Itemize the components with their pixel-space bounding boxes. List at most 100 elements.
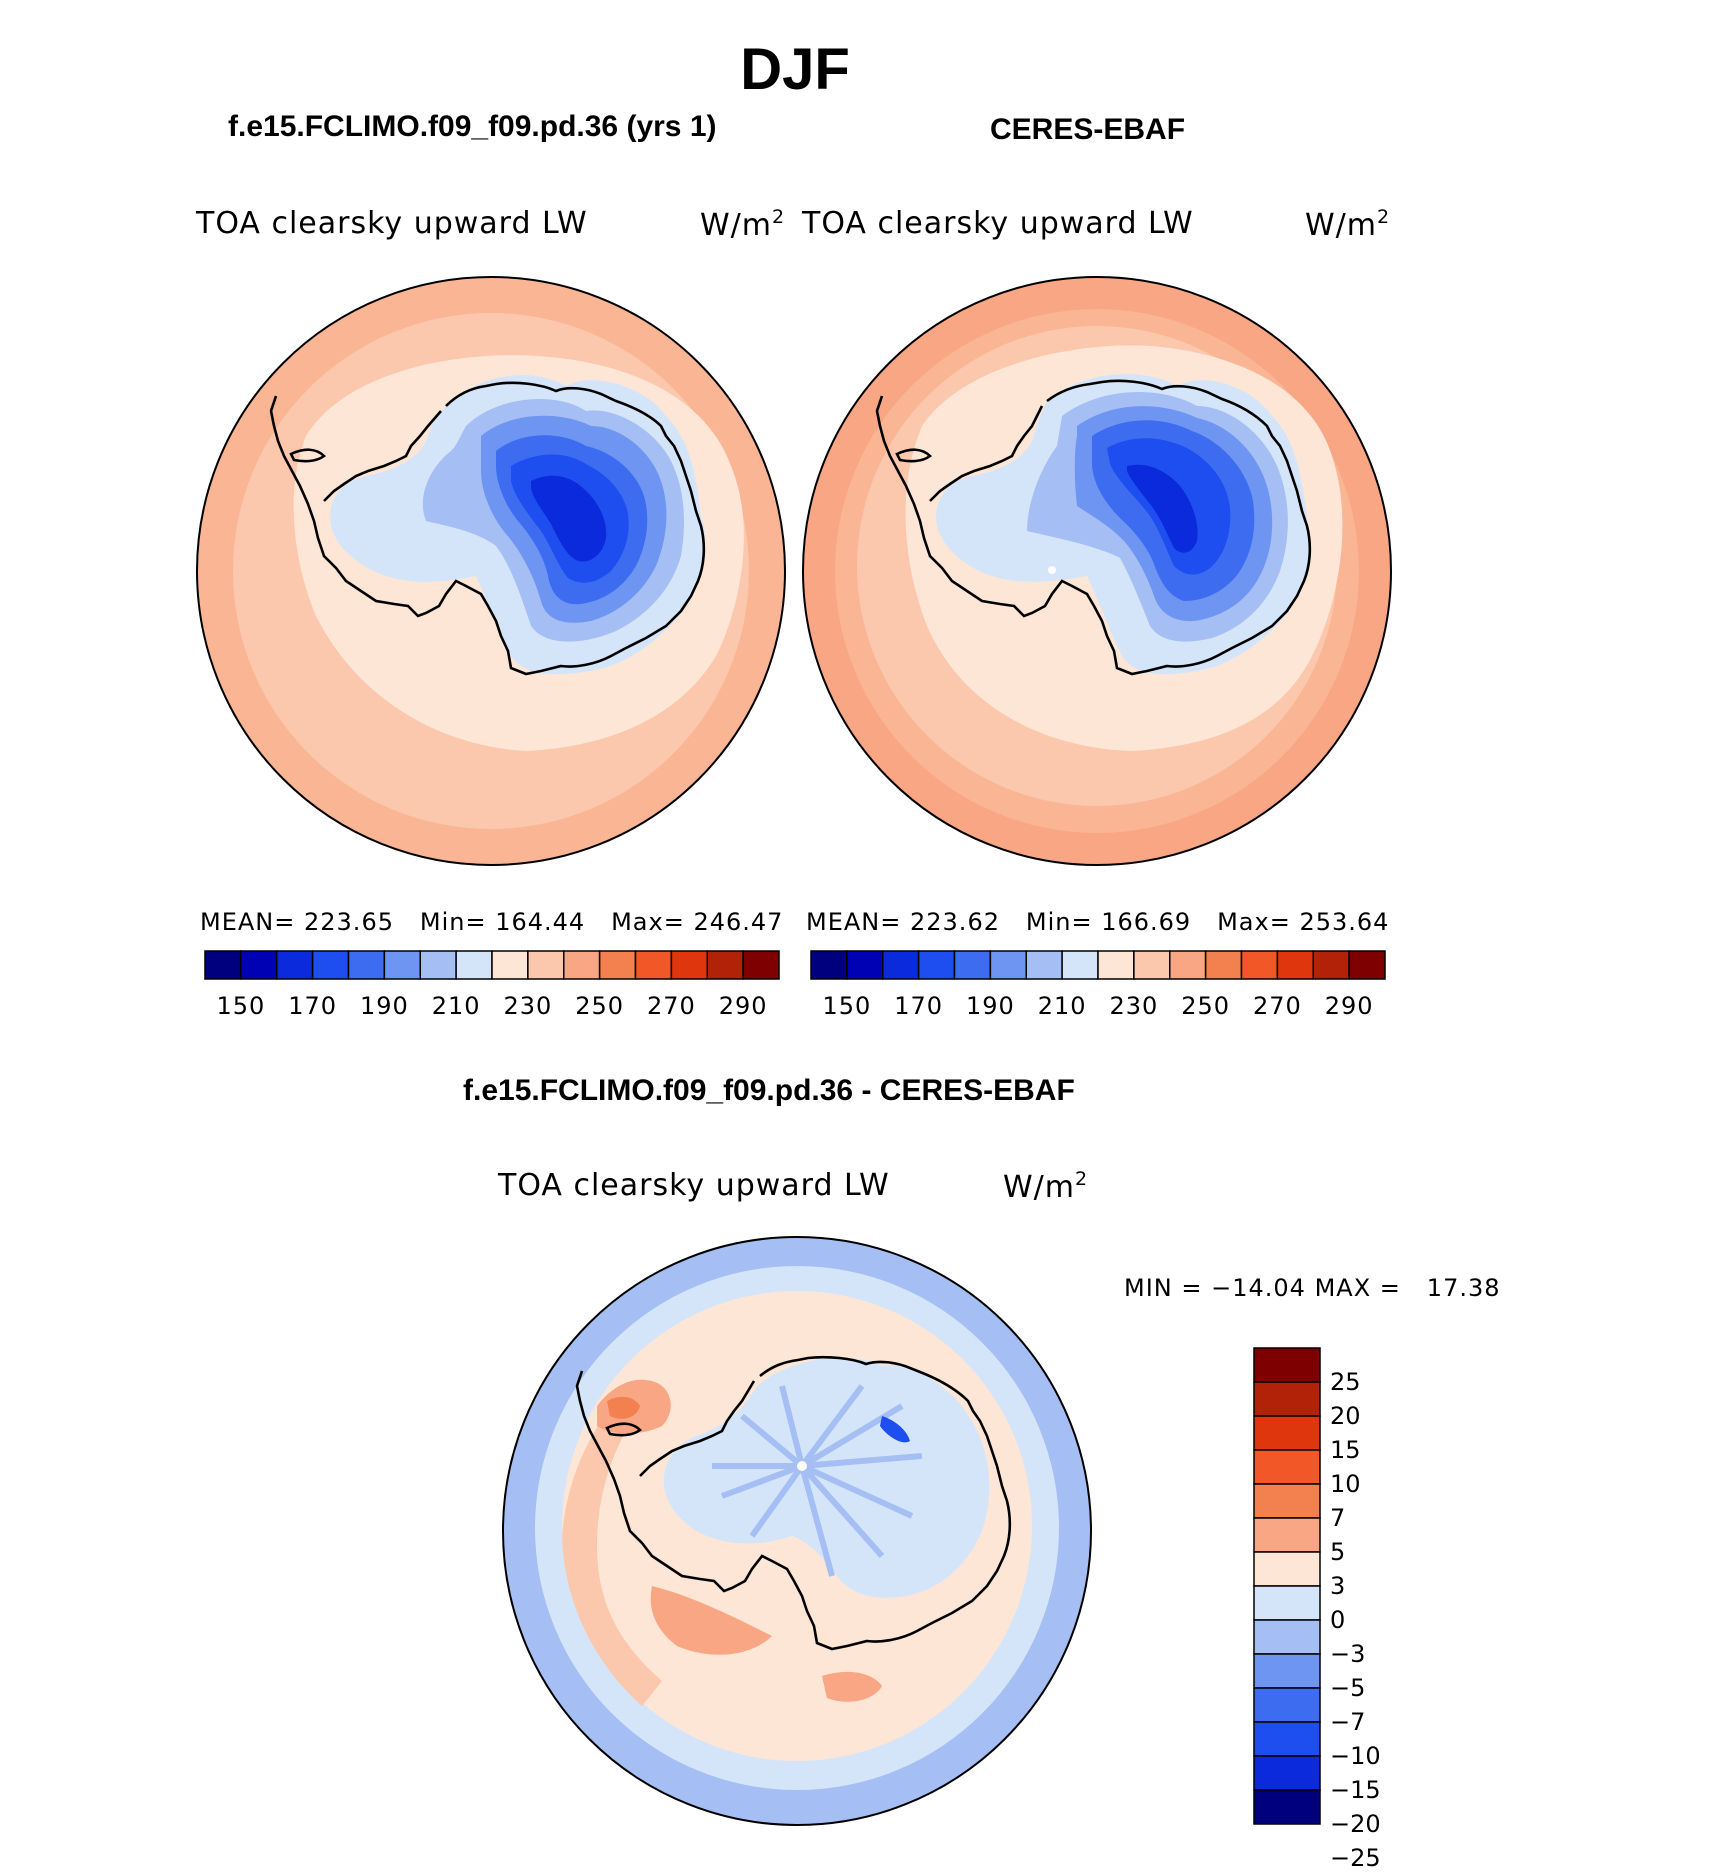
panel2-colorbar-tick-label: 270 [1252,992,1302,1020]
panel1-colorbar-swatch [598,950,637,980]
diff-colorbar-swatch [1253,1551,1321,1587]
diff-units-label: W/m2 [1003,1168,1089,1205]
diff-max-value: 17.38 [1426,1274,1501,1302]
diff-colorbar-tick-label: −7 [1330,1708,1366,1736]
panel1-colorbar-swatch [706,950,744,980]
panel2-colorbar-swatch [1169,950,1207,980]
panel2-colorbar-swatch [1097,950,1135,980]
diff-min-value: −14.04 [1211,1274,1306,1302]
panel1-colorbar-tick-label: 210 [431,992,481,1020]
panel1-case-title: f.e15.FCLIMO.f09_f09.pd.36 (yrs 1) [228,110,717,143]
panel1-colorbar [204,950,780,980]
panel1-colorbar-tick-label: 230 [503,992,553,1020]
panel1-colorbar-swatch [204,950,242,980]
panel1-stats: MEAN= 223.65 Min= 164.44 Max= 246.47 [200,908,784,936]
diff-min-max: MIN = −14.04 MAX = 17.38 [1124,1274,1501,1302]
diff-polar-map [502,1236,1092,1826]
diff-colorbar-ticks: 25 20 15 10 7 5 3 0 −3 −5 −7 −10 −15 −20 −25 [1330,1348,1410,1872]
panel2-mean-value: 223.62 [910,908,1000,936]
panel2-coastline [875,379,1312,676]
panel1-colorbar-swatch [563,950,601,980]
panel1-colorbar-tick-label: 250 [575,992,625,1020]
panel2-max-value: 253.64 [1299,908,1390,936]
panel1-colorbar-swatch [742,950,780,980]
panel1-units-label: W/m2 [700,206,786,243]
main-title: DJF [740,37,850,102]
panel1-colorbar-ticks: 150 170 190 210 230 250 270 290 [205,990,779,1020]
panel2-variable-label: TOA clearsky upward LW [802,206,1194,241]
panel2-colorbar-swatch [1240,950,1279,980]
diff-colorbar-tick-label: 3 [1330,1572,1346,1600]
panel1-colorbar-tick-label: 170 [288,992,338,1020]
panel2-colorbar-tick-label: 210 [1037,992,1087,1020]
panel1-colorbar-swatch [527,950,565,980]
panel1-colorbar-swatch [634,950,673,980]
panel1-colorbar-swatch [311,950,350,980]
panel1-colorbar-tick-label: 290 [718,992,768,1020]
diff-colorbar-tick-label: 0 [1330,1606,1346,1634]
diff-colorbar-swatch [1253,1619,1321,1655]
panel1-colorbar-swatch [670,950,708,980]
diff-colorbar [1253,1347,1321,1825]
panel2-colorbar [810,950,1386,980]
diff-colorbar-swatch [1253,1721,1321,1757]
panel2-colorbar-swatch [1204,950,1243,980]
diff-colorbar-swatch [1253,1347,1321,1383]
panel2-colorbar-tick-label: 190 [965,992,1015,1020]
diff-colorbar-tick-label: 5 [1330,1538,1346,1566]
panel1-variable-label: TOA clearsky upward LW [196,206,588,241]
panel1-min-value: 164.44 [495,908,586,936]
panel2-min-value: 166.69 [1101,908,1192,936]
panel1-colorbar-swatch [419,950,457,980]
panel1-colorbar-swatch [276,950,314,980]
diff-colorbar-tick-label: −5 [1330,1674,1366,1702]
panel1-colorbar-tick-label: 150 [216,992,266,1020]
panel1-mean-value: 223.65 [304,908,394,936]
diff-variable-label: TOA clearsky upward LW [498,1168,890,1203]
diff-colorbar-swatch [1253,1483,1321,1519]
panel1-colorbar-swatch [347,950,386,980]
diff-colorbar-tick-label: 15 [1330,1436,1361,1464]
diff-coastline [575,1355,1012,1651]
diff-colorbar-swatch [1253,1381,1321,1417]
diff-colorbar-tick-label: −10 [1330,1742,1381,1770]
panel2-colorbar-swatch [1133,950,1171,980]
panel2-colorbar-swatch [917,950,956,980]
panel1-colorbar-swatch [455,950,493,980]
panel1-polar-map [196,276,786,866]
panel1-coastline [269,381,706,676]
panel2-stats: MEAN= 223.62 Min= 166.69 Max= 253.64 [806,908,1390,936]
diff-colorbar-swatch [1253,1517,1321,1553]
panel2-colorbar-swatch [1025,950,1063,980]
panel2-colorbar-tick-label: 170 [894,992,944,1020]
panel2-colorbar-swatch [882,950,920,980]
diff-colorbar-tick-label: 25 [1330,1368,1361,1396]
panel2-units-label: W/m2 [1305,206,1391,243]
diff-colorbar-swatch [1253,1687,1321,1723]
diff-streak-pattern [712,1384,923,1577]
panel2-colorbar-swatch [1348,950,1386,980]
panel1-colorbar-tick-label: 270 [646,992,696,1020]
panel1-colorbar-swatch [383,950,421,980]
panel2-colorbar-tick-label: 230 [1109,992,1159,1020]
diff-colorbar-swatch [1253,1789,1321,1825]
panel2-colorbar-swatch [846,950,884,980]
diff-colorbar-tick-label: −15 [1330,1776,1381,1804]
diff-colorbar-tick-label: −25 [1330,1844,1381,1872]
panel2-colorbar-ticks: 150 170 190 210 230 250 270 290 [811,990,1385,1020]
diff-colorbar-swatch [1253,1585,1321,1621]
panel2-colorbar-swatch [989,950,1027,980]
diff-colorbar-swatch [1253,1449,1321,1485]
panel1-max-value: 246.47 [693,908,784,936]
diff-colorbar-tick-label: −3 [1330,1640,1366,1668]
panel2-colorbar-tick-label: 150 [822,992,872,1020]
panel2-case-title: CERES-EBAF [990,113,1186,146]
panel2-colorbar-tick-label: 250 [1181,992,1231,1020]
panel2-polar-map [802,276,1392,866]
panel1-colorbar-swatch [491,950,529,980]
diff-title: f.e15.FCLIMO.f09_f09.pd.36 - CERES-EBAF [463,1074,1075,1107]
diff-colorbar-tick-label: 20 [1330,1402,1361,1430]
diff-colorbar-tick-label: 7 [1330,1504,1346,1532]
panel2-colorbar-swatch [1312,950,1350,980]
panel2-colorbar-swatch [810,950,848,980]
